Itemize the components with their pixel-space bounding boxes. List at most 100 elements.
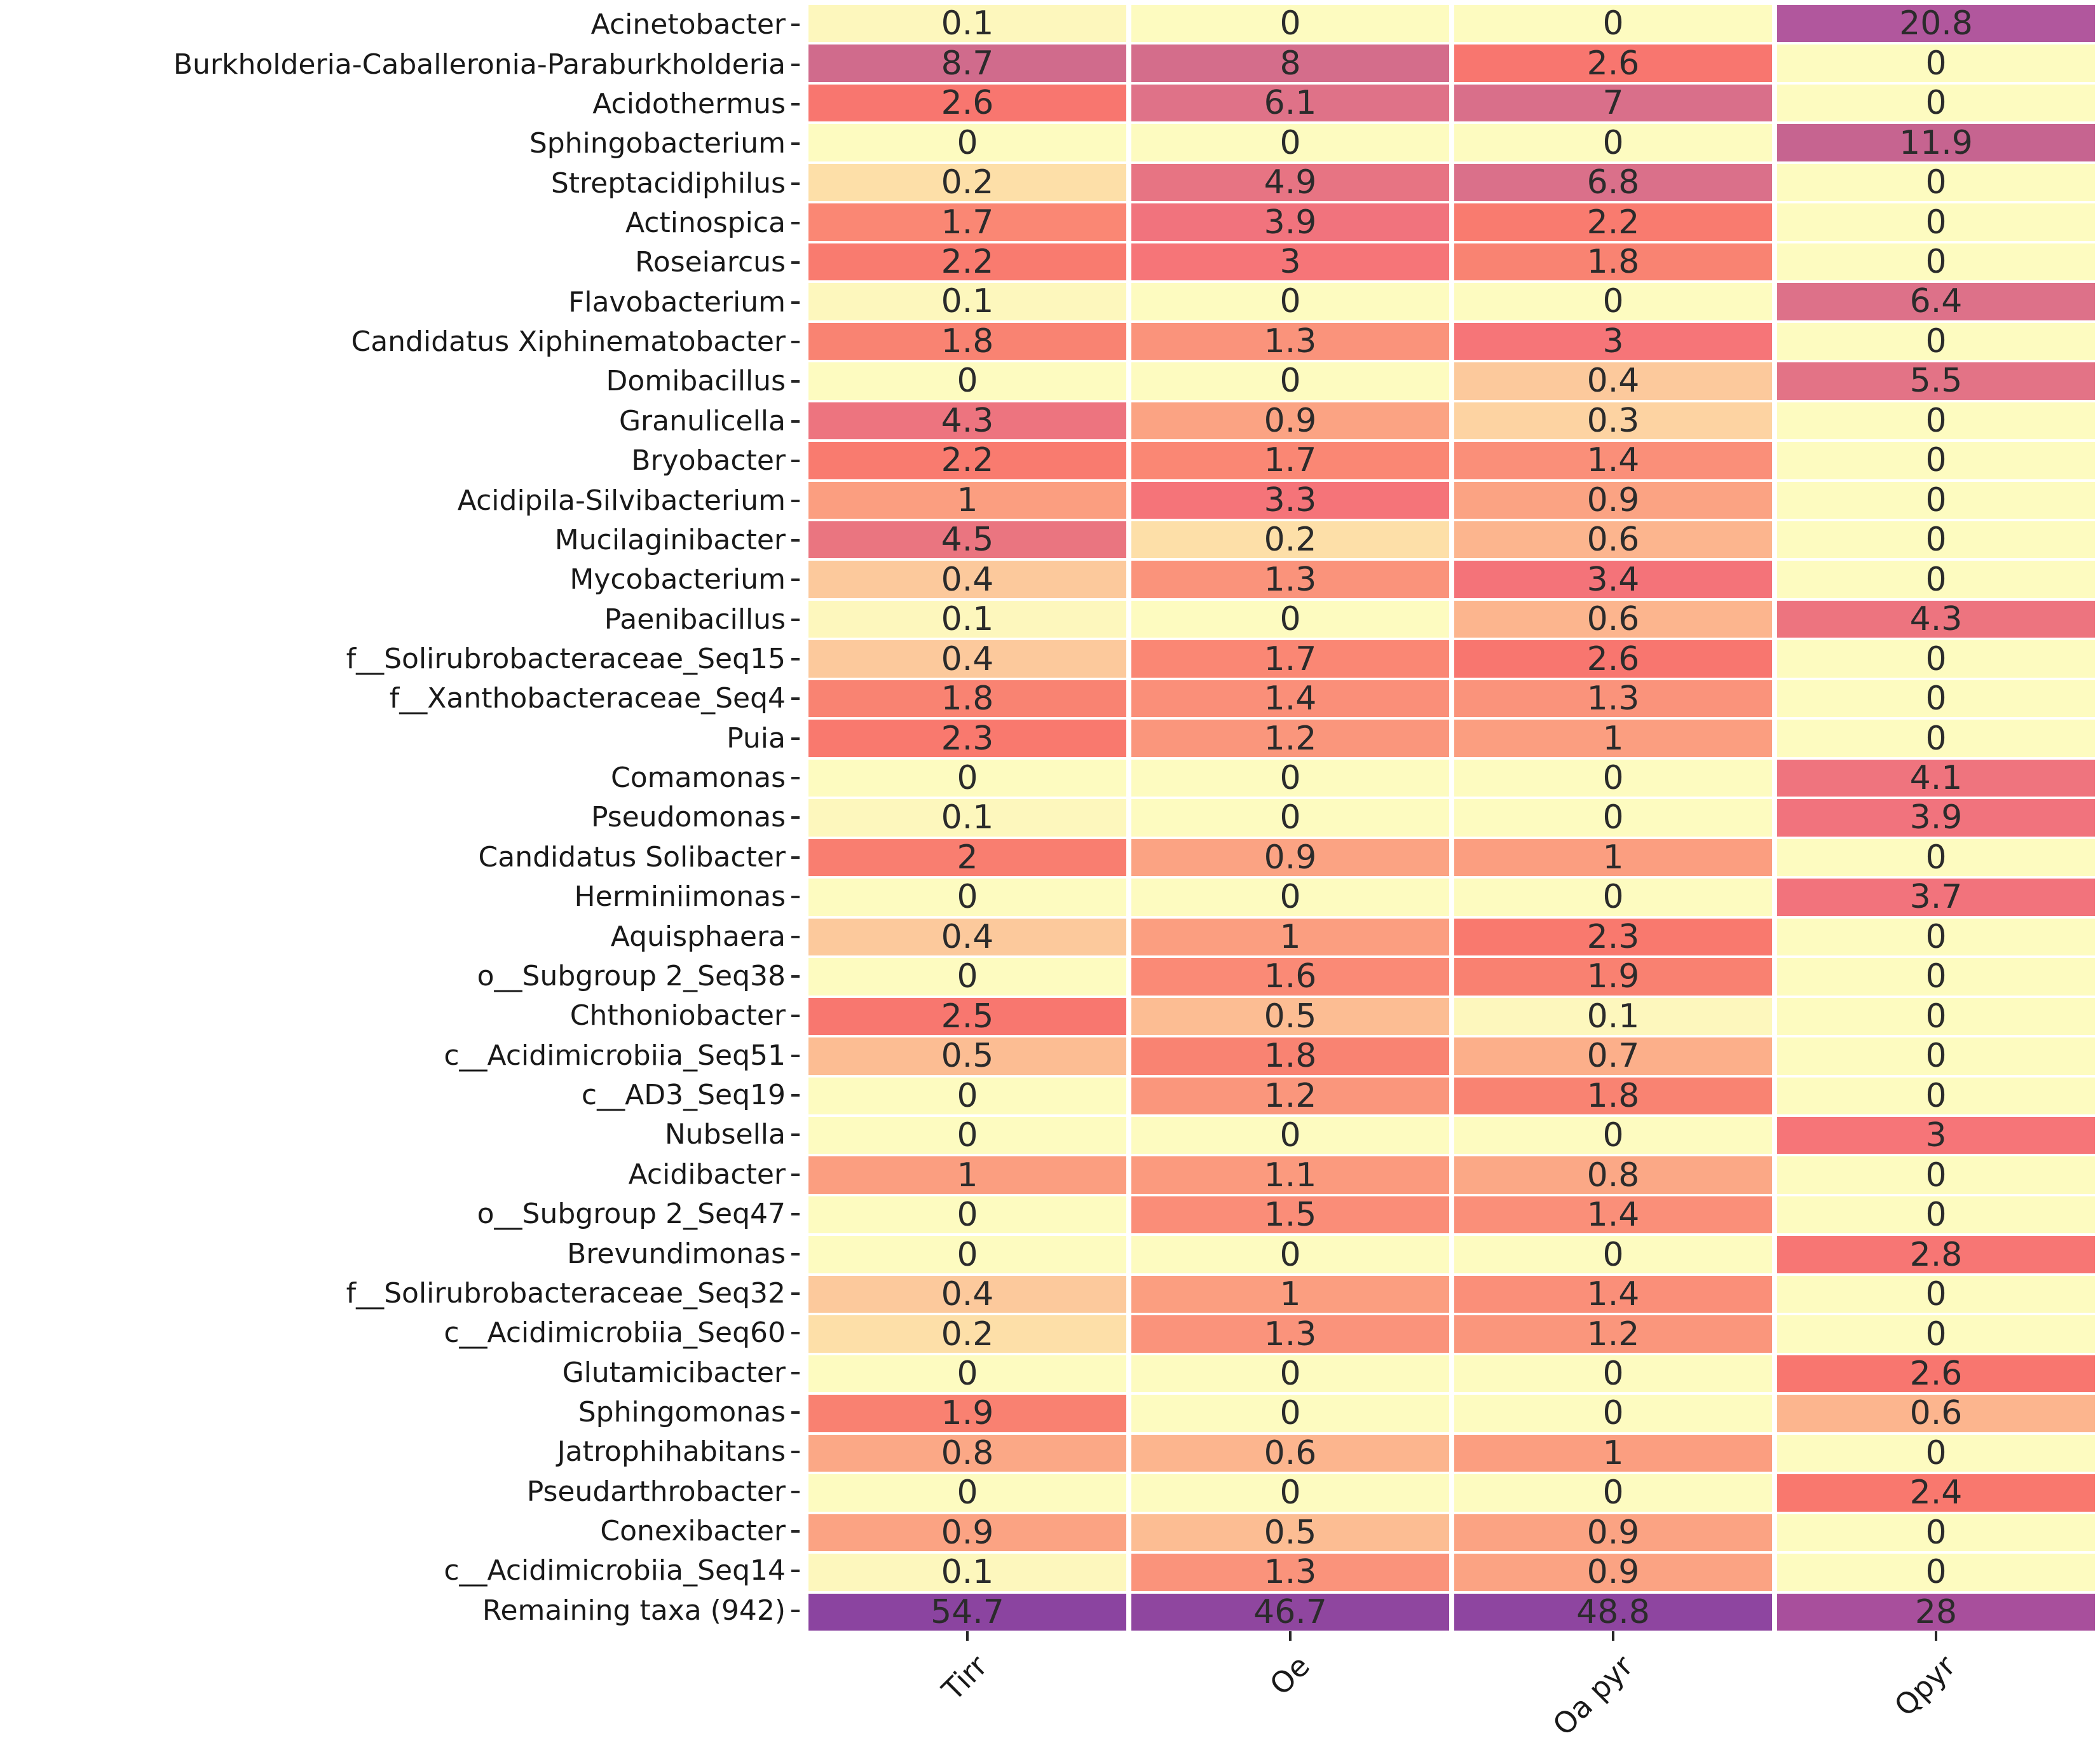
row-label: f__Solirubrobacteraceae_Seq32: [0, 1274, 800, 1313]
cell-value: 3.4: [1586, 560, 1640, 599]
heatmap-cell: 1.3: [1131, 322, 1449, 360]
row-label: Granulicella: [0, 402, 800, 441]
heatmap-cell: 0.1: [1454, 997, 1772, 1036]
row-label-text: o__Subgroup 2_Seq47: [477, 1198, 786, 1231]
cell-value: 1: [957, 1156, 978, 1194]
heatmap-cell: 0: [1777, 1315, 2095, 1353]
cell-value: 0.6: [1264, 1434, 1317, 1472]
heatmap-cell: 0.3: [1454, 402, 1772, 440]
row-label: Acidibacter: [0, 1155, 800, 1194]
heatmap-cell: 0: [1777, 84, 2095, 122]
y-tick-mark: [791, 618, 800, 621]
row-label: o__Subgroup 2_Seq38: [0, 957, 800, 996]
heatmap-cell: 0: [808, 879, 1126, 916]
heatmap-cell: 3: [1777, 1116, 2095, 1154]
y-tick-mark: [791, 1133, 800, 1137]
row-label-text: c__Acidimicrobiia_Seq60: [444, 1317, 786, 1350]
row-label-text: f__Solirubrobacteraceae_Seq32: [346, 1276, 786, 1310]
cell-value: 2.4: [1909, 1474, 1963, 1512]
cell-value: 0.6: [1586, 521, 1640, 559]
cell-value: 0: [957, 1076, 978, 1115]
y-tick-mark: [791, 737, 800, 740]
heatmap-cell: 3.3: [1131, 481, 1449, 519]
cell-value: 1.2: [1264, 719, 1317, 758]
heatmap-cell: 0: [1454, 1236, 1772, 1273]
heatmap-cell: 0.2: [808, 163, 1126, 202]
y-tick-mark: [791, 1411, 800, 1414]
heatmap-cell: 0: [808, 759, 1126, 797]
cell-value: 1.4: [1264, 680, 1317, 718]
row-label-text: Granulicella: [618, 404, 786, 437]
heatmap-cell: 46.7: [1131, 1592, 1449, 1631]
heatmap-cell: 1.1: [1131, 1156, 1449, 1194]
heatmap-cell: 0: [1131, 283, 1449, 320]
cell-value: 0: [1925, 1037, 1947, 1076]
cell-value: 0: [1925, 203, 1947, 242]
cell-value: 0: [1279, 600, 1301, 639]
row-label: Streptacidiphilus: [0, 163, 800, 203]
cell-value: 1.3: [1264, 1315, 1317, 1353]
cell-value: 0.9: [1264, 838, 1317, 877]
cell-value: 3.9: [1264, 203, 1317, 242]
cell-value: 2.3: [941, 719, 994, 758]
y-tick-mark: [791, 1451, 800, 1454]
cell-value: 0: [1925, 560, 1947, 599]
heatmap-cell: 0.4: [808, 561, 1126, 598]
heatmap-cell: 0: [1777, 1275, 2095, 1313]
row-label-text: Remaining taxa (942): [482, 1594, 786, 1627]
cell-value: 0.2: [941, 163, 994, 202]
y-tick-mark: [791, 380, 800, 383]
row-label: Comamonas: [0, 758, 800, 798]
row-label: Candidatus Solibacter: [0, 838, 800, 877]
x-tick-mark: [1935, 1631, 1937, 1641]
heatmap-cell: 0: [1777, 1077, 2095, 1114]
cell-value: 48.8: [1576, 1592, 1650, 1631]
row-label: Mucilaginibacter: [0, 521, 800, 560]
heatmap-cell: 2.6: [808, 84, 1126, 122]
cell-value: 6.8: [1586, 163, 1640, 202]
cell-value: 1.3: [1264, 560, 1317, 599]
row-label-text: Mycobacterium: [569, 563, 786, 596]
y-tick-mark: [791, 142, 800, 146]
heatmap-cell: 1.7: [808, 203, 1126, 241]
cell-value: 0.7: [1586, 1037, 1640, 1076]
heatmap-cell: 1.3: [1131, 1315, 1449, 1353]
heatmap-cell: 0: [808, 1474, 1126, 1512]
cell-value: 2.5: [941, 997, 994, 1036]
y-tick-mark: [791, 856, 800, 859]
cell-value: 0: [1602, 123, 1624, 162]
row-label-text: f__Solirubrobacteraceae_Seq15: [346, 643, 786, 676]
cell-value: 4.3: [1909, 600, 1963, 639]
heatmap-cell: 0.6: [1131, 1434, 1449, 1472]
heatmap-cell: 6.8: [1454, 163, 1772, 202]
heatmap-cell: 2.3: [1454, 918, 1772, 956]
cell-value: 1: [1279, 1275, 1301, 1314]
cell-value: 0: [1279, 878, 1301, 917]
row-label-text: Streptacidiphilus: [550, 167, 786, 200]
heatmap-cell: 0.9: [1454, 1554, 1772, 1591]
y-tick-mark: [791, 1015, 800, 1018]
cell-value: 0: [1602, 1116, 1624, 1155]
heatmap-cell: 1.3: [1131, 1554, 1449, 1591]
heatmap-cell: 8: [1131, 44, 1449, 82]
row-label: Brevundimonas: [0, 1234, 800, 1273]
y-tick-mark: [791, 420, 800, 423]
cell-value: 0: [1279, 1474, 1301, 1512]
row-label: Acidipila-Silvibacterium: [0, 481, 800, 520]
row-label: Roseiarcus: [0, 243, 800, 282]
y-tick-mark: [791, 1332, 800, 1335]
heatmap-cell: 48.8: [1454, 1592, 1772, 1631]
row-label: Domibacillus: [0, 362, 800, 401]
cell-value: 46.7: [1253, 1592, 1327, 1631]
row-label-text: Sphingomonas: [578, 1395, 786, 1428]
row-label: f__Xanthobacteraceae_Seq4: [0, 679, 800, 718]
row-label-text: Mucilaginibacter: [554, 523, 786, 556]
cell-value: 0: [1925, 322, 1947, 360]
y-tick-mark: [791, 777, 800, 780]
heatmap-cell: 0: [1131, 1395, 1449, 1432]
row-label-text: Actinospica: [625, 207, 786, 239]
y-tick-mark: [791, 538, 800, 542]
heatmap-cell: 0.1: [808, 600, 1126, 638]
cell-value: 1.2: [1586, 1315, 1640, 1353]
heatmap-cell: 4.3: [1777, 600, 2095, 639]
